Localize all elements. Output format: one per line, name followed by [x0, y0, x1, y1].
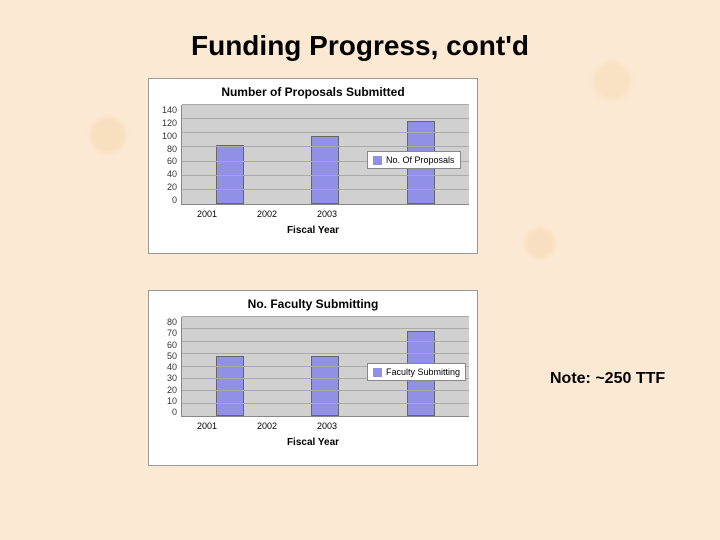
y-tick: 40 [157, 169, 177, 179]
grid-line [182, 316, 469, 317]
grid-line [182, 146, 469, 147]
grid-line [182, 390, 469, 391]
x-axis: 200120022003 [149, 421, 357, 431]
y-tick: 140 [157, 105, 177, 115]
x-axis-title: Fiscal Year [149, 219, 477, 240]
grid-line [182, 118, 469, 119]
y-tick: 20 [157, 385, 177, 395]
chart-proposals: Number of Proposals Submitted 0 20 40 60 80 1… [148, 78, 478, 254]
y-tick: 80 [157, 144, 177, 154]
grid-line [182, 341, 469, 342]
y-tick: 120 [157, 118, 177, 128]
x-tick: 2002 [237, 209, 297, 219]
x-tick: 2003 [297, 209, 357, 219]
chart-title: Number of Proposals Submitted [149, 79, 477, 101]
y-tick: 10 [157, 396, 177, 406]
y-tick: 70 [157, 328, 177, 338]
grid-line [182, 132, 469, 133]
grid-line [182, 175, 469, 176]
grid-line [182, 403, 469, 404]
y-tick: 0 [157, 195, 177, 205]
x-axis-title: Fiscal Year [149, 431, 477, 452]
grid-line [182, 328, 469, 329]
x-tick: 2003 [297, 421, 357, 431]
y-axis: 01020 30405060 7080 [157, 317, 181, 417]
y-tick: 100 [157, 131, 177, 141]
y-tick: 20 [157, 182, 177, 192]
side-note: Note: ~250 TTF [550, 370, 665, 388]
y-tick: 40 [157, 362, 177, 372]
x-axis: 200120022003 [149, 209, 357, 219]
x-tick: 2002 [237, 421, 297, 431]
grid-line [182, 353, 469, 354]
y-tick: 80 [157, 317, 177, 327]
grid-line [182, 104, 469, 105]
legend: Faculty Submitting [367, 363, 466, 381]
legend: No. Of Proposals [367, 151, 461, 169]
chart-faculty: No. Faculty Submitting 01020 30405060 7080… [148, 290, 478, 466]
y-tick: 60 [157, 340, 177, 350]
y-tick: 50 [157, 351, 177, 361]
y-axis: 0 20 40 60 80 100 120 140 [157, 105, 181, 205]
chart-title: No. Faculty Submitting [149, 291, 477, 313]
legend-swatch [373, 156, 382, 165]
x-tick: 2001 [177, 209, 237, 219]
legend-swatch [373, 368, 382, 377]
legend-label: Faculty Submitting [386, 367, 460, 377]
grid-line [182, 189, 469, 190]
y-tick: 60 [157, 156, 177, 166]
x-tick: 2001 [177, 421, 237, 431]
page-title: Funding Progress, cont'd [0, 30, 720, 62]
y-tick: 0 [157, 407, 177, 417]
legend-label: No. Of Proposals [386, 155, 455, 165]
y-tick: 30 [157, 373, 177, 383]
